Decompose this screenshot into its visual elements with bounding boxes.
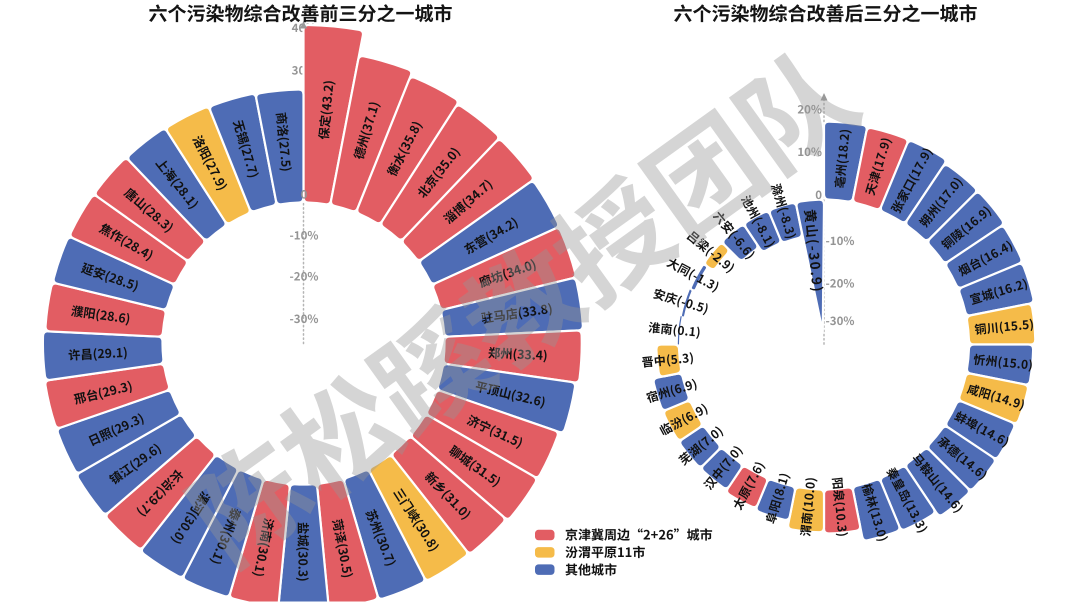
- svg-text:-30%: -30%: [290, 311, 319, 327]
- svg-text:-20%: -20%: [290, 268, 319, 284]
- svg-text:渭南(10.0): 渭南(10.0): [797, 476, 820, 537]
- svg-text:0: 0: [301, 187, 308, 203]
- svg-text:汾渭平原11市: 汾渭平原11市: [565, 542, 645, 561]
- svg-text:京津冀周边“2+26”城市: 京津冀周边“2+26”城市: [565, 525, 713, 544]
- svg-text:保定(43.2): 保定(43.2): [314, 79, 338, 140]
- svg-text:-30%: -30%: [826, 313, 855, 329]
- svg-text:亳州(18.2): 亳州(18.2): [831, 128, 854, 189]
- svg-text:盐城(30.3): 盐城(30.3): [295, 522, 313, 582]
- svg-text:淮南(0.1): 淮南(0.1): [648, 319, 702, 341]
- svg-text:六个污染物综合改善后三分之一城市: 六个污染物综合改善后三分之一城市: [673, 0, 977, 27]
- svg-text:许昌(29.1): 许昌(29.1): [68, 343, 128, 364]
- svg-text:其他城市: 其他城市: [565, 559, 617, 578]
- svg-text:0: 0: [815, 187, 822, 203]
- svg-text:商洛(27.5): 商洛(27.5): [272, 111, 296, 172]
- svg-text:郑州(33.4): 郑州(33.4): [488, 343, 548, 364]
- svg-text:忻州(15.0): 忻州(15.0): [973, 351, 1034, 374]
- svg-text:晋中(5.3): 晋中(5.3): [641, 349, 695, 371]
- svg-text:-10%: -10%: [290, 228, 319, 244]
- svg-text:阳泉(10.3): 阳泉(10.3): [829, 477, 852, 538]
- svg-text:六个污染物综合改善前三分之一城市: 六个污染物综合改善前三分之一城市: [148, 0, 452, 27]
- svg-text:20%: 20%: [797, 101, 822, 117]
- svg-text:10%: 10%: [797, 144, 822, 160]
- svg-text:-20%: -20%: [826, 276, 855, 292]
- svg-text:铜川(15.5): 铜川(15.5): [974, 315, 1035, 338]
- svg-text:-10%: -10%: [826, 233, 855, 249]
